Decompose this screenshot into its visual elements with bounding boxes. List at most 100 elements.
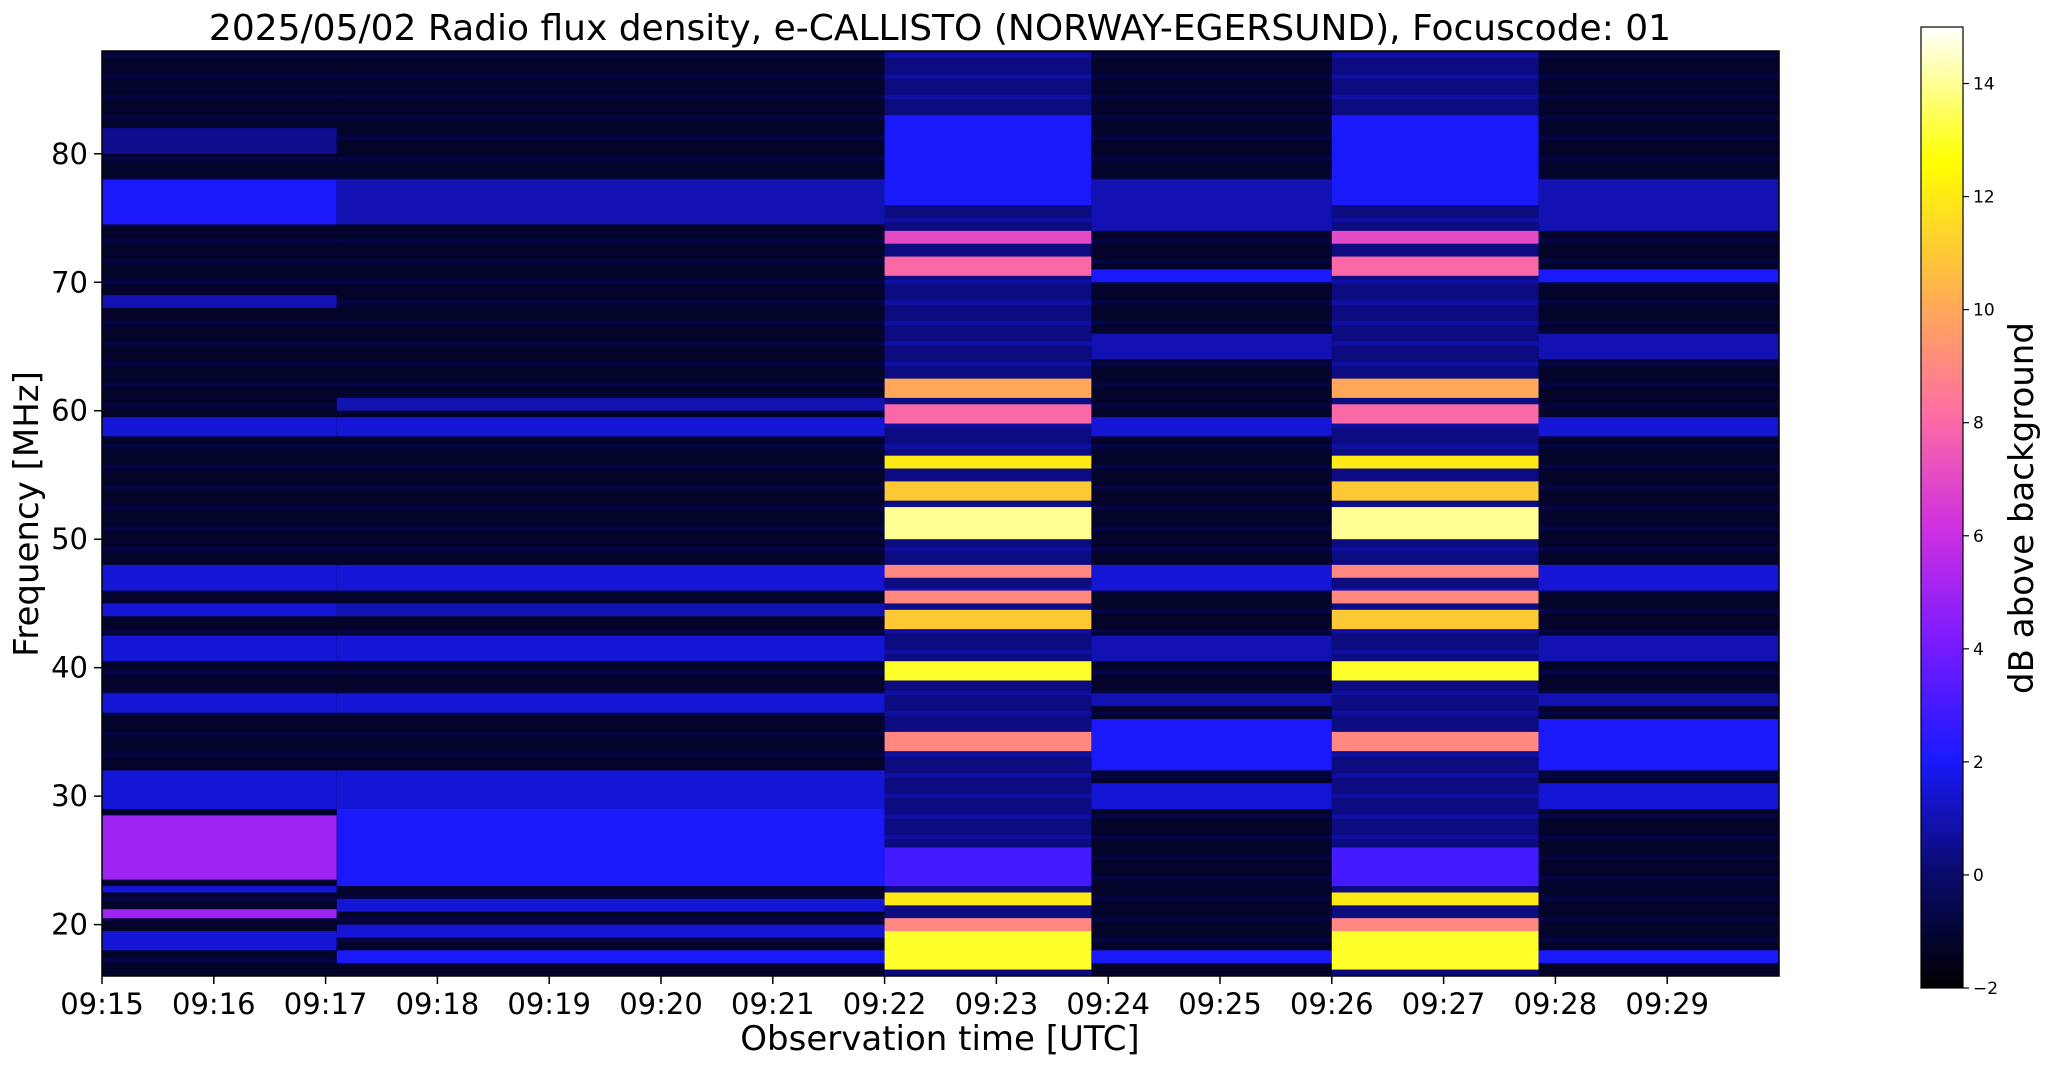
emission-band <box>1331 847 1539 887</box>
spectral-stripe <box>336 361 885 367</box>
spectral-stripe <box>1091 320 1332 326</box>
spectral-stripe <box>1538 875 1779 881</box>
spectral-stripe <box>1538 855 1779 860</box>
spectral-stripe <box>1091 403 1332 408</box>
spectral-stripe <box>1331 711 1539 716</box>
spectral-stripe <box>336 382 885 387</box>
spectral-stripe <box>884 752 1092 757</box>
spectral-stripe <box>1538 74 1779 79</box>
emission-band <box>884 918 1092 932</box>
spectral-stripe <box>1538 238 1779 244</box>
x-tick-label: 09:21 <box>731 987 815 1021</box>
emission-band <box>336 603 885 617</box>
spectral-stripe <box>884 834 1092 840</box>
y-axis-label: Frequency [MHz] <box>7 371 47 657</box>
spectral-stripe <box>1538 300 1779 305</box>
spectral-stripe <box>884 320 1092 326</box>
x-tick-label: 09:26 <box>1290 987 1374 1021</box>
spectral-stripe <box>1091 94 1332 100</box>
emission-band <box>1091 719 1332 771</box>
emission-band <box>884 230 1092 244</box>
emission-band <box>102 295 337 308</box>
emission-band <box>102 931 337 951</box>
emission-band <box>1331 931 1539 970</box>
emission-band <box>884 661 1092 681</box>
spectral-stripe <box>1091 690 1332 696</box>
emission-band <box>884 481 1092 501</box>
emission-band <box>102 603 337 617</box>
spectral-stripe <box>102 670 337 675</box>
spectral-stripe <box>336 135 885 141</box>
spectral-stripe <box>1331 444 1539 449</box>
emission-band <box>102 815 337 880</box>
emission-band <box>1538 269 1779 283</box>
emission-band <box>336 770 885 809</box>
spectral-stripe <box>1538 690 1779 696</box>
spectral-stripe <box>1538 896 1779 901</box>
spectral-stripe <box>884 423 1092 429</box>
x-tick-label: 09:23 <box>955 987 1039 1021</box>
spectral-stripe <box>336 156 885 161</box>
spectral-stripe <box>1538 773 1779 778</box>
spectral-stripe <box>1538 814 1779 819</box>
emission-band <box>1331 115 1539 206</box>
x-tick-label: 09:29 <box>1625 987 1709 1021</box>
spectral-stripe <box>1091 135 1332 141</box>
emission-band <box>1091 635 1332 662</box>
colorbar-gradient <box>1920 26 1964 989</box>
spectral-stripe <box>102 731 337 737</box>
spectral-stripe <box>1091 629 1332 634</box>
spectral-stripe <box>102 156 337 161</box>
spectral-stripe <box>1331 423 1539 429</box>
spectral-stripe <box>1091 464 1332 470</box>
spectral-stripe <box>1538 135 1779 141</box>
plot-area <box>102 51 1779 976</box>
spectral-stripe <box>1331 814 1539 819</box>
spectral-stripe <box>1091 259 1332 264</box>
emission-band <box>102 564 337 591</box>
spectral-stripe <box>1331 773 1539 778</box>
spectral-stripe <box>1091 238 1332 244</box>
spectral-stripe <box>1091 361 1332 367</box>
emission-band <box>1091 269 1332 283</box>
emission-band <box>1538 950 1779 964</box>
colorbar-tick-label: 12 <box>1973 188 1995 208</box>
spectral-stripe <box>336 53 885 59</box>
emission-band <box>1091 333 1332 360</box>
y-tick-label: 40 <box>51 651 88 685</box>
emission-band <box>336 179 885 225</box>
spectral-stripe <box>1091 156 1332 161</box>
spectral-stripe <box>1331 752 1539 757</box>
spectral-stripe <box>336 896 885 901</box>
spectral-stripe <box>336 731 885 737</box>
spectral-stripe <box>1091 855 1332 860</box>
spectral-stripe <box>884 218 1092 223</box>
spectral-stripe <box>884 53 1092 59</box>
spectral-stripe <box>336 300 885 305</box>
spectral-stripe <box>1538 916 1779 922</box>
spectral-stripe <box>1331 649 1539 655</box>
emission-band <box>884 256 1092 276</box>
spectral-stripe <box>1091 814 1332 819</box>
spectral-stripe <box>1331 279 1539 285</box>
spectral-stripe <box>1091 115 1332 120</box>
spectral-stripe <box>1538 320 1779 326</box>
spectral-stripe <box>884 361 1092 367</box>
spectral-stripe <box>884 546 1092 552</box>
emission-band <box>884 892 1092 906</box>
emission-band <box>102 635 337 662</box>
spectral-stripe <box>884 74 1092 79</box>
spectral-stripe <box>336 115 885 120</box>
spectral-stripe <box>1091 546 1332 552</box>
spectral-stripe <box>1538 834 1779 840</box>
spectral-stripe <box>884 773 1092 778</box>
emission-band <box>1331 455 1539 469</box>
spectral-stripe <box>102 403 337 408</box>
spectral-stripe <box>884 94 1092 100</box>
spectral-stripe <box>1331 546 1539 552</box>
spectral-stripe <box>102 546 337 552</box>
spectral-stripe <box>1331 320 1539 326</box>
spectral-stripe <box>1091 382 1332 387</box>
emission-band <box>1091 783 1332 809</box>
